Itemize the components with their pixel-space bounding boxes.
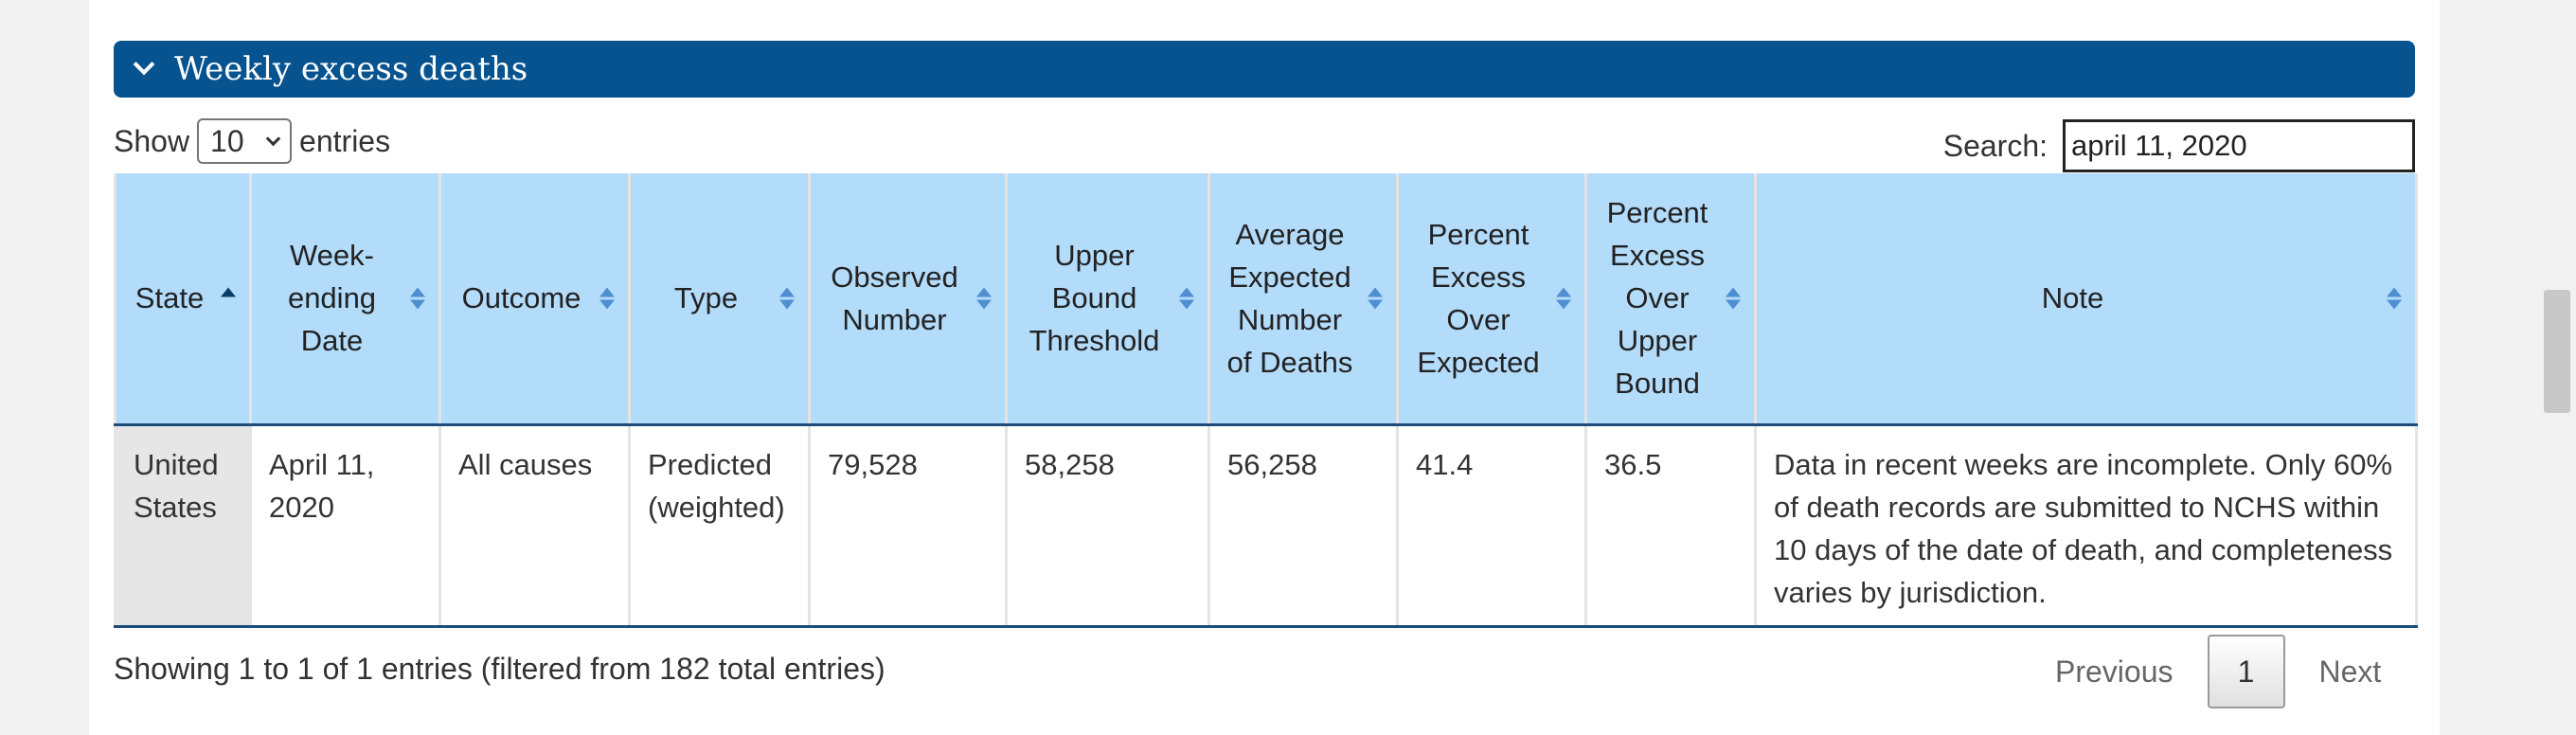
sort-icon — [1726, 287, 1741, 310]
sort-icon — [779, 287, 795, 310]
excess-deaths-table: State Week-ending Date Outcome Type Obse… — [114, 173, 2418, 628]
sort-icon — [1179, 287, 1194, 310]
table-info: Showing 1 to 1 of 1 entries (filtered fr… — [114, 652, 886, 686]
sort-icon — [1368, 287, 1383, 310]
chevron-down-icon — [133, 53, 155, 76]
sort-icon — [1556, 287, 1571, 310]
entries-length-control: Show 10 entries — [114, 117, 390, 165]
cell-percent-excess-expected: 41.4 — [1396, 424, 1587, 628]
column-header-observed-number[interactable]: Observed Number — [808, 173, 1008, 426]
column-header-percent-excess-upper-bound[interactable]: Percent Excess Over Upper Bound — [1584, 173, 1757, 426]
sort-icon — [599, 287, 615, 310]
cell-percent-excess-upper-bound: 36.5 — [1584, 424, 1757, 628]
table-header-row: State Week-ending Date Outcome Type Obse… — [114, 173, 2418, 426]
column-header-note[interactable]: Note — [1754, 173, 2418, 426]
previous-button[interactable]: Previous — [2055, 654, 2174, 689]
cell-note: Data in recent weeks are incomplete. Onl… — [1754, 424, 2418, 628]
column-header-week-ending-date[interactable]: Week-ending Date — [249, 173, 441, 426]
column-header-state[interactable]: State — [114, 173, 252, 426]
sort-icon — [410, 287, 425, 310]
column-header-type[interactable]: Type — [628, 173, 811, 426]
cell-average-expected: 56,258 — [1208, 424, 1399, 628]
chevron-down-icon — [265, 131, 281, 146]
search-input[interactable] — [2063, 119, 2415, 172]
page-button-1[interactable]: 1 — [2207, 635, 2285, 708]
accordion-header-weekly-excess-deaths[interactable]: Weekly excess deaths — [114, 41, 2415, 98]
sort-icon — [2387, 287, 2402, 310]
table-row: United States April 11, 2020 All causes … — [114, 424, 2418, 628]
cell-type: Predicted (weighted) — [628, 424, 811, 628]
cell-observed-number: 79,528 — [808, 424, 1008, 628]
cell-upper-bound-threshold: 58,258 — [1005, 424, 1210, 628]
pagination: Previous 1 Next — [2029, 635, 2407, 708]
table-search: Search: — [1943, 119, 2415, 172]
column-header-percent-excess-expected[interactable]: Percent Excess Over Expected — [1396, 173, 1587, 426]
entries-label: entries — [299, 123, 391, 158]
search-label: Search: — [1942, 128, 2048, 163]
sort-ascending-icon — [221, 287, 236, 309]
entries-select[interactable]: 10 — [197, 118, 293, 164]
cell-outcome: All causes — [438, 424, 631, 628]
next-button[interactable]: Next — [2318, 654, 2382, 689]
sort-icon — [976, 287, 992, 310]
column-header-average-expected[interactable]: Average Expected Number of Deaths — [1208, 173, 1399, 426]
cell-state: United States — [114, 424, 252, 628]
scrollbar-thumb[interactable] — [2544, 290, 2570, 413]
column-header-outcome[interactable]: Outcome — [438, 173, 631, 426]
cell-week-ending-date: April 11, 2020 — [249, 424, 441, 628]
show-label: Show — [114, 123, 190, 158]
column-header-upper-bound-threshold[interactable]: Upper Bound Threshold — [1005, 173, 1210, 426]
accordion-title: Weekly excess deaths — [174, 50, 528, 88]
entries-select-value: 10 — [210, 123, 244, 158]
